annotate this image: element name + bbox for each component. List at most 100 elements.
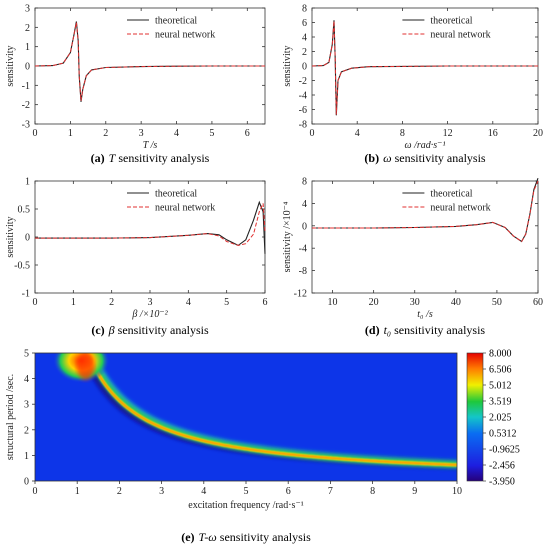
caption-letter: (c) bbox=[91, 323, 104, 337]
caption-letter: (b) bbox=[364, 151, 379, 165]
x-tick-label: 4 bbox=[201, 486, 206, 497]
y-tick-label: 0.5 bbox=[18, 205, 31, 216]
y-tick-label: 8 bbox=[302, 4, 307, 15]
y-tick-label: -4 bbox=[299, 91, 307, 102]
x-tick-label: 16 bbox=[488, 128, 498, 139]
y-tick-label: 1 bbox=[24, 451, 29, 462]
y-tick-label: -4 bbox=[299, 244, 307, 255]
panel-caption: (d) t₀ sensitivity analysis bbox=[365, 323, 486, 337]
x-tick-label: 3 bbox=[148, 297, 153, 308]
x-tick-label: 2 bbox=[117, 486, 122, 497]
x-tick-label: 0 bbox=[33, 128, 38, 139]
panel-caption: (e) T-ω sensitivity analysis bbox=[181, 530, 311, 544]
y-axis-label: sensitivity bbox=[282, 45, 293, 86]
caption-symbol: β bbox=[108, 323, 115, 337]
x-tick-label: 10 bbox=[452, 486, 462, 497]
caption-letter: (a) bbox=[91, 151, 105, 165]
y-tick-label: -8 bbox=[299, 120, 307, 131]
colorbar-label: -3.950 bbox=[489, 477, 515, 488]
y-axis-label: structural period /sec. bbox=[5, 374, 16, 460]
x-tick-label: 1 bbox=[75, 486, 80, 497]
x-tick-label: 1 bbox=[71, 297, 76, 308]
y-tick-label: 3 bbox=[25, 4, 30, 15]
x-tick-label: 7 bbox=[328, 486, 333, 497]
caption-text: sensitivity analysis bbox=[217, 530, 311, 544]
y-tick-label: 5 bbox=[24, 349, 29, 360]
x-tick-label: 8 bbox=[370, 486, 375, 497]
panel-caption: (c) β sensitivity analysis bbox=[91, 323, 209, 337]
legend-entry: theoretical bbox=[430, 16, 472, 27]
y-tick-label: -1 bbox=[22, 289, 30, 300]
x-tick-label: 12 bbox=[443, 128, 453, 139]
x-axis-label: β /×10⁻² bbox=[131, 309, 168, 320]
y-tick-label: -2 bbox=[299, 76, 307, 87]
y-tick-label: 2 bbox=[302, 47, 307, 58]
x-tick-label: 3 bbox=[159, 486, 164, 497]
plot-frame bbox=[34, 180, 266, 294]
x-tick-label: 4 bbox=[186, 297, 191, 308]
panel-d: 10 20 30 40 50 60 -12 -8 -4 0 4 8 t₀ /s sensitivity /… bbox=[282, 177, 543, 321]
caption-symbol: T-ω bbox=[199, 530, 217, 544]
x-tick-label: 3 bbox=[139, 128, 144, 139]
x-axis-label: excitation frequency /rad·s⁻¹ bbox=[188, 500, 303, 511]
colorbar-label: -2.456 bbox=[489, 461, 515, 472]
caption-letter: (d) bbox=[365, 323, 380, 337]
legend-entry: neural network bbox=[430, 203, 490, 214]
y-tick-label: 1 bbox=[25, 177, 30, 188]
y-tick-label: -6 bbox=[299, 105, 307, 116]
y-tick-label: -0.5 bbox=[14, 261, 30, 272]
ridge-orange-band bbox=[87, 353, 457, 466]
colorbar-label: 3.519 bbox=[489, 397, 512, 408]
legend-entry: theoretical bbox=[430, 189, 472, 200]
panel-caption: (a) T sensitivity analysis bbox=[91, 151, 210, 165]
y-axis-label: sensitivity bbox=[5, 45, 16, 86]
legend-entry: neural network bbox=[155, 30, 215, 41]
x-tick-label: 6 bbox=[245, 128, 250, 139]
legend-entry: neural network bbox=[430, 30, 490, 41]
caption-letter: (e) bbox=[181, 530, 194, 544]
y-axis-label: sensitivity bbox=[5, 216, 16, 257]
y-tick-label: 2 bbox=[25, 23, 30, 34]
x-axis-label: ω /rad·s⁻¹ bbox=[405, 140, 446, 151]
colorbar-label: -0.9625 bbox=[489, 445, 520, 456]
y-tick-label: 3 bbox=[24, 400, 29, 411]
caption-text: sensitivity analysis bbox=[392, 151, 486, 165]
x-tick-label: 4 bbox=[355, 128, 360, 139]
colorbar bbox=[466, 352, 484, 482]
panel-c: 0 1 2 3 4 5 6 -1 -0.5 0 0.5 1 β /×10⁻² sensitivity the… bbox=[5, 177, 268, 321]
y-tick-label: 0 bbox=[302, 221, 307, 232]
x-tick-label: 6 bbox=[286, 486, 291, 497]
y-axis-label: sensitivity /×10⁻⁴ bbox=[282, 201, 293, 272]
colorbar-label: 8.000 bbox=[489, 349, 512, 360]
x-tick-label: 2 bbox=[109, 297, 114, 308]
x-tick-label: 60 bbox=[533, 297, 543, 308]
y-tick-label: 4 bbox=[302, 199, 307, 210]
panel-e: 0 1 2 3 4 5 6 7 8 9 10 0 1 2 3 4 5 excitation frequency /… bbox=[5, 349, 520, 512]
y-tick-label: -12 bbox=[294, 289, 307, 300]
y-tick-label: 6 bbox=[302, 18, 307, 29]
plot-frame bbox=[311, 180, 539, 294]
x-tick-label: 40 bbox=[451, 297, 461, 308]
x-tick-label: 20 bbox=[533, 128, 543, 139]
y-tick-label: 0 bbox=[24, 477, 29, 488]
legend-entry: theoretical bbox=[155, 16, 197, 27]
colorbar-label: 2.025 bbox=[489, 413, 512, 424]
legend-entry: neural network bbox=[155, 203, 215, 214]
x-tick-label: 6 bbox=[263, 297, 268, 308]
x-tick-label: 1 bbox=[68, 128, 73, 139]
x-tick-label: 5 bbox=[209, 128, 214, 139]
caption-text: sensitivity analysis bbox=[391, 323, 485, 337]
panel-caption: (b) ω sensitivity analysis bbox=[364, 151, 485, 165]
y-tick-label: 0 bbox=[25, 233, 30, 244]
series-line-neural-network bbox=[35, 203, 266, 246]
y-tick-label: -2 bbox=[22, 100, 30, 111]
x-tick-label: 0 bbox=[33, 297, 38, 308]
x-tick-label: 20 bbox=[369, 297, 379, 308]
colorbar-label: 0.5312 bbox=[489, 429, 517, 440]
caption-symbol: t₀ bbox=[384, 323, 392, 337]
caption-text: sensitivity analysis bbox=[115, 151, 209, 165]
x-axis-label: t₀ /s bbox=[417, 309, 433, 320]
x-axis-label: T /s bbox=[143, 140, 158, 151]
